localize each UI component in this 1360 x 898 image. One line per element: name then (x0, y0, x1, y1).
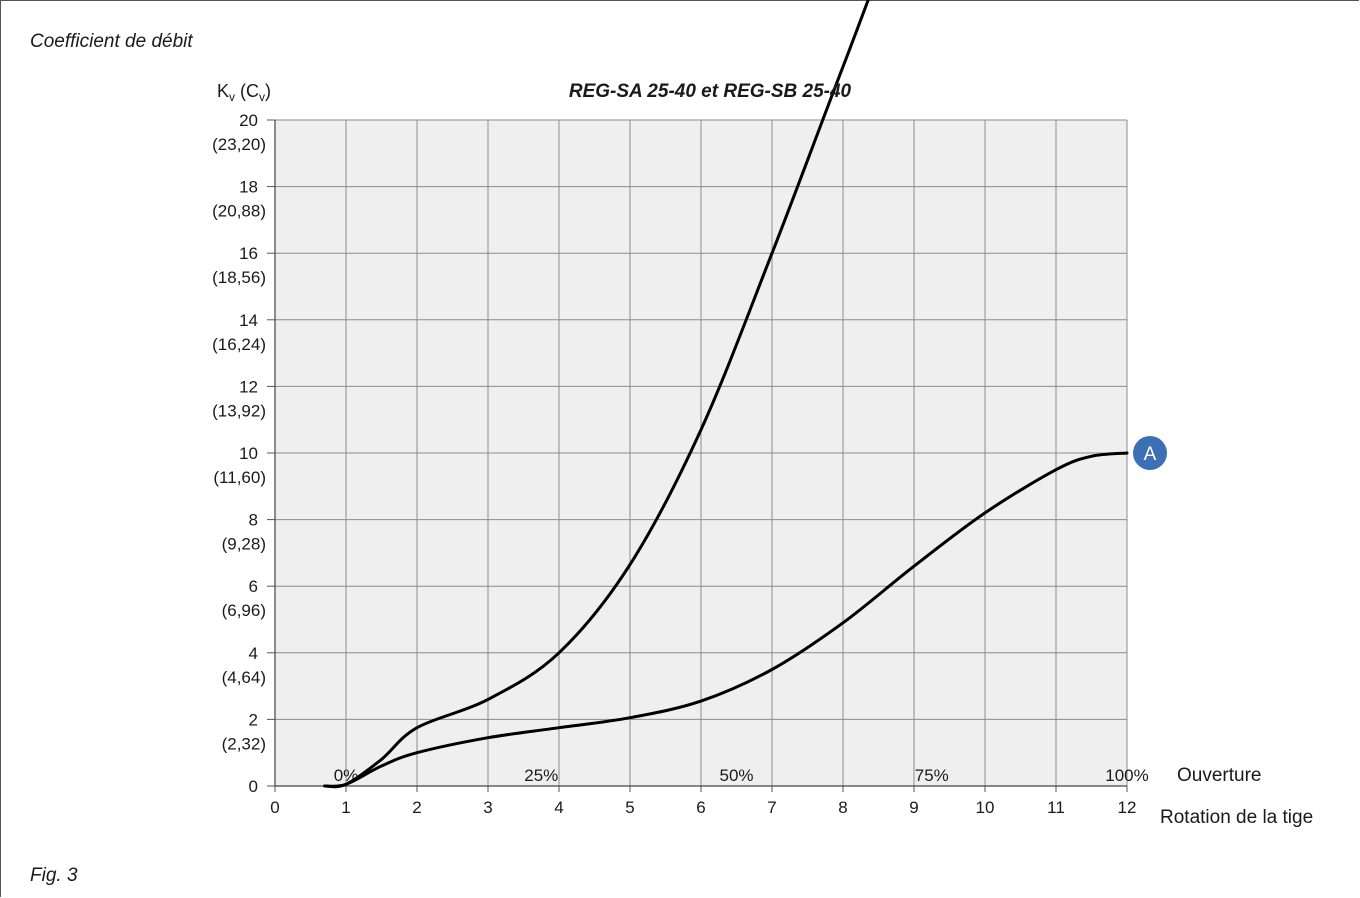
x-axis-label: Rotation de la tige (1160, 807, 1313, 828)
y-tick-label-cv: (23,20) (212, 135, 266, 154)
opening-tick-label: 50% (719, 766, 753, 785)
y-tick-label-kv: 2 (249, 710, 258, 729)
opening-tick-label: 100% (1105, 766, 1148, 785)
y-tick-label-kv: 12 (239, 377, 258, 396)
figure-title: Coefficient de débit (30, 31, 193, 52)
y-tick-label-cv: (6,96) (222, 601, 266, 620)
y-axis-label-end: ) (265, 81, 271, 101)
x-tick-label: 8 (838, 798, 847, 817)
opening-tick-label: 0% (334, 766, 359, 785)
y-tick-label-kv: 4 (249, 644, 258, 663)
y-axis-label-sub: v (229, 90, 235, 104)
y-tick-label-kv: 10 (239, 444, 258, 463)
x-tick-label: 5 (625, 798, 634, 817)
y-tick-labels: 0 2 (2,32) 4 (4,64) 6 (6,96) 8 (9,28) 10 (11,60) 12… (212, 111, 266, 796)
y-tick-label-kv: 0 (249, 777, 258, 796)
y-tick-label-kv: 6 (249, 577, 258, 596)
chart-title: REG-SA 25-40 et REG-SB 25-40 (569, 81, 852, 102)
y-tick-label-cv: (18,56) (212, 268, 266, 287)
y-tick-label-kv: 14 (239, 311, 258, 330)
opening-tick-label: 25% (524, 766, 558, 785)
y-tick-label-kv: 8 (249, 511, 258, 530)
x-tick-label: 9 (909, 798, 918, 817)
y-tick-label-kv: 16 (239, 244, 258, 263)
series-lines (323, 0, 1129, 789)
y-tick-label-kv: 18 (239, 178, 258, 197)
x-tick-label: 3 (483, 798, 492, 817)
x-tick-label: 12 (1118, 798, 1137, 817)
opening-tick-label: 75% (915, 766, 949, 785)
y-axis-label-main: K (217, 81, 229, 101)
x-tick-label: 1 (341, 798, 350, 817)
x-tick-label: 0 (270, 798, 279, 817)
figure-caption: Fig. 3 (30, 865, 78, 886)
series-line-a (323, 451, 1129, 788)
y-tick-label-kv: 20 (239, 111, 258, 130)
x-tick-labels: 0 1 2 3 4 5 6 7 8 9 10 11 12 (270, 798, 1136, 817)
series-marker-a (1133, 436, 1167, 470)
series-line-b (323, 0, 870, 789)
x-tick-label: 10 (976, 798, 995, 817)
grid-lines (275, 119, 1128, 786)
y-tick-label-cv: (16,24) (212, 335, 266, 354)
y-tick-label-cv: (11,60) (213, 468, 266, 487)
axis-ticks (267, 119, 1128, 792)
y-axis-label: Kv (Cv) (217, 81, 271, 104)
y-axis-label-paren: (C (235, 81, 259, 101)
x-tick-label: 7 (767, 798, 776, 817)
opening-tick-labels: 0% 25% 50% 75% 100% (334, 766, 1149, 785)
y-tick-label-cv: (4,64) (222, 668, 266, 687)
x-tick-label: 11 (1047, 798, 1065, 817)
series-markers: AB (1133, 436, 1167, 470)
series-marker-label: A (1144, 444, 1157, 465)
y-axis-label-paren-sub: v (259, 90, 265, 104)
x-tick-label: 2 (412, 798, 421, 817)
x-tick-label: 4 (554, 798, 563, 817)
opening-axis-label: Ouverture (1177, 765, 1261, 786)
y-tick-label-cv: (20,88) (212, 202, 266, 221)
y-tick-label-cv: (2,32) (222, 734, 266, 753)
x-tick-label: 6 (696, 798, 705, 817)
y-tick-label-cv: (13,92) (212, 401, 266, 420)
y-tick-label-cv: (9,28) (222, 535, 266, 554)
